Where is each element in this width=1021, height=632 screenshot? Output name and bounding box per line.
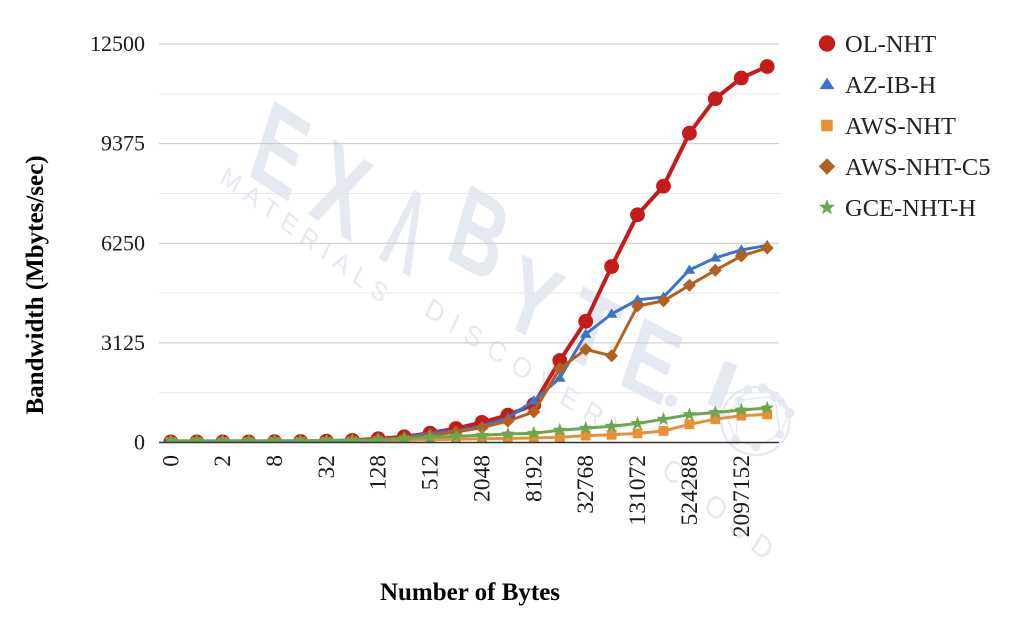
svg-text:OL-NHT: OL-NHT (845, 31, 936, 58)
svg-text:32768: 32768 (573, 455, 599, 514)
svg-text:2048: 2048 (470, 455, 496, 502)
svg-text:Number of Bytes: Number of Bytes (380, 579, 560, 606)
svg-text:131072: 131072 (625, 455, 651, 526)
svg-text:AWS-NHT: AWS-NHT (845, 113, 956, 140)
svg-text:0: 0 (158, 455, 184, 467)
svg-text:2: 2 (210, 455, 236, 467)
svg-text:524288: 524288 (677, 455, 703, 526)
svg-text:Bandwidth (Mbytes/sec): Bandwidth (Mbytes/sec) (22, 155, 49, 414)
svg-text:9375: 9375 (101, 131, 145, 156)
svg-text:2097152: 2097152 (729, 455, 755, 537)
svg-text:8192: 8192 (521, 455, 547, 502)
svg-text:AZ-IB-H: AZ-IB-H (845, 72, 936, 99)
svg-text:512: 512 (418, 455, 444, 490)
svg-text:32: 32 (314, 455, 340, 479)
svg-text:GCE-NHT-H: GCE-NHT-H (845, 195, 976, 222)
svg-text:AWS-NHT-C5: AWS-NHT-C5 (845, 154, 991, 181)
svg-text:3125: 3125 (101, 330, 145, 355)
svg-text:6250: 6250 (101, 230, 145, 255)
svg-text:8: 8 (262, 455, 288, 467)
svg-text:128: 128 (366, 455, 392, 490)
svg-text:0: 0 (134, 430, 145, 455)
svg-text:12500: 12500 (90, 31, 145, 56)
